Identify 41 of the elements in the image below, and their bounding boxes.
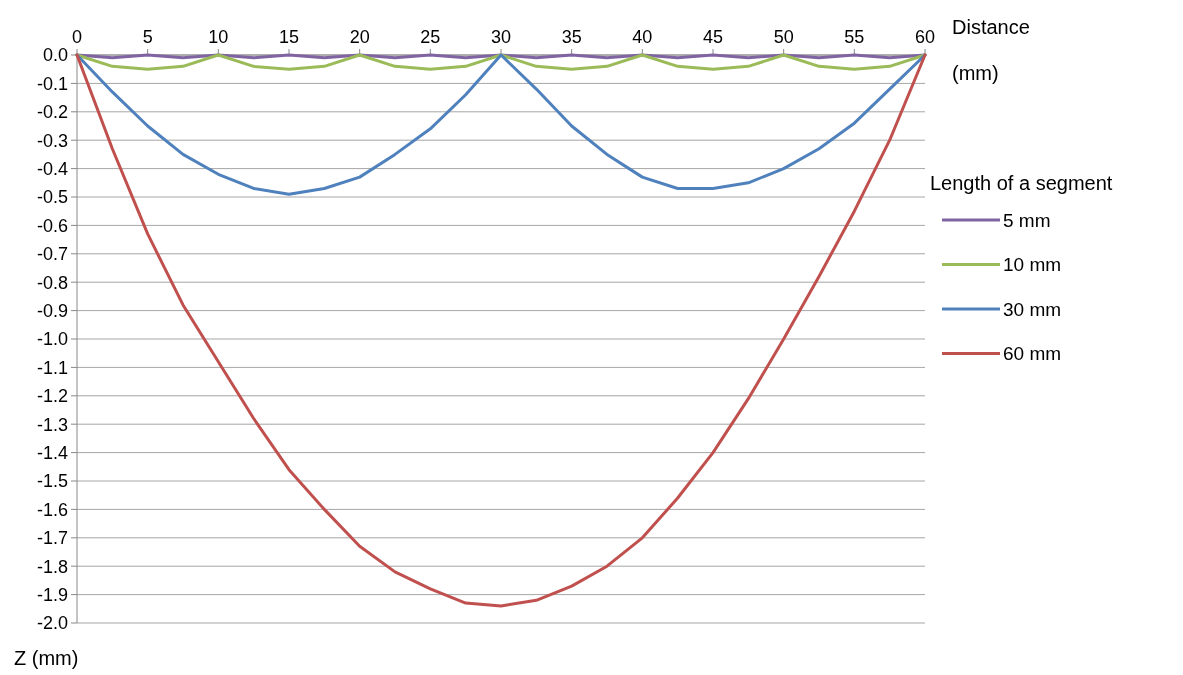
x-tick-label: 15: [278, 27, 300, 47]
y-tick-label: -0.1: [36, 73, 68, 94]
x-tick-label: 20: [349, 27, 370, 47]
y-tick-label: -2.0: [36, 613, 68, 634]
x-tick-label: 40: [632, 27, 653, 47]
x-tick-label: 60: [914, 27, 936, 47]
legend-label: 10 mm: [1003, 254, 1062, 276]
y-tick-label: -1.9: [36, 584, 68, 605]
y-tick-label: -0.6: [36, 215, 68, 236]
y-tick-label: -0.7: [36, 244, 68, 265]
y-tick-label: -0.3: [36, 130, 68, 151]
y-tick-label: -1.3: [36, 414, 68, 435]
y-tick-label: -1.0: [36, 329, 68, 350]
y-tick-label: 0.0: [42, 45, 68, 66]
x-tick-label: 25: [420, 27, 441, 47]
x-tick-label: 50: [773, 27, 794, 47]
x-tick-label: 55: [844, 27, 865, 47]
x-tick-label: 10: [208, 27, 229, 47]
y-tick-label: -0.9: [36, 300, 68, 321]
legend-label: 60 mm: [1003, 343, 1062, 365]
x-tick-label: 0: [71, 27, 83, 47]
x-tick-label: 35: [561, 27, 582, 47]
y-tick-label: -1.5: [36, 471, 68, 492]
y-tick-label: -1.2: [36, 386, 68, 407]
legend-label: 5 mm: [1003, 209, 1051, 231]
legend-title: Length of a segment: [930, 172, 1113, 194]
y-tick-label: -1.4: [36, 442, 68, 463]
x-tick-label: 30: [490, 27, 512, 47]
legend-label: 30 mm: [1003, 298, 1062, 320]
y-tick-label: -1.1: [36, 357, 68, 378]
y-axis-title: Z (mm): [14, 647, 79, 669]
y-tick-label: -0.8: [36, 272, 68, 293]
y-tick-label: -1.7: [36, 528, 68, 549]
x-tick-label: 45: [702, 27, 724, 47]
y-tick-label: -0.2: [36, 102, 68, 123]
x-tick-label: 5: [142, 27, 153, 47]
y-tick-label: -1.6: [36, 499, 68, 520]
text: Distance (mm): [952, 16, 1030, 84]
y-tick-label: -0.4: [36, 158, 68, 179]
y-tick-label: -0.5: [36, 187, 68, 208]
y-tick-label: -1.8: [36, 556, 68, 577]
